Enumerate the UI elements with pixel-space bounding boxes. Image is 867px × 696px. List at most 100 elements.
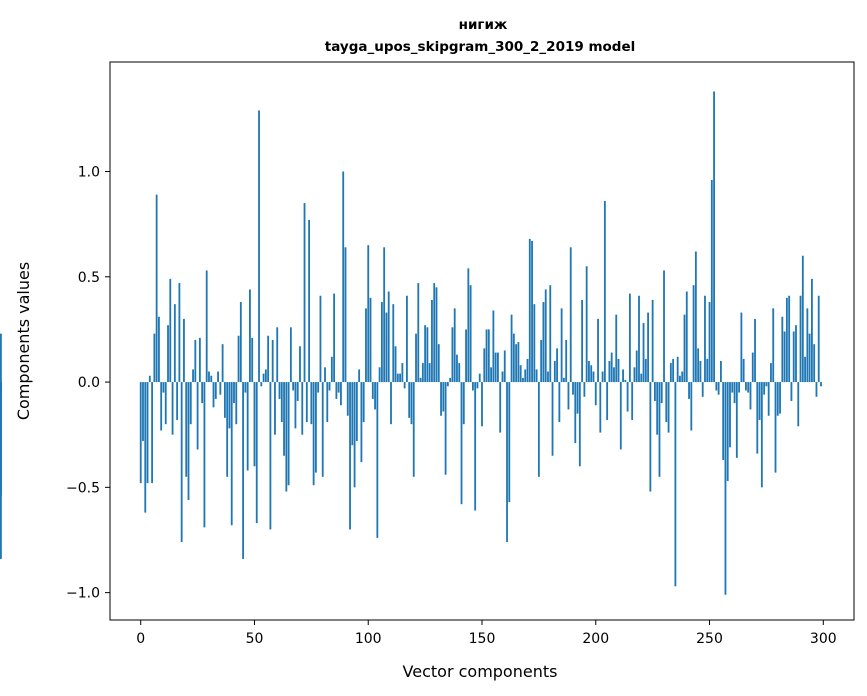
bar-95 [355,382,358,442]
bar-207 [610,352,613,383]
bar-70 [299,346,301,383]
bar-16 [176,382,179,420]
bar-74 [308,219,310,383]
bar-10 [162,382,165,393]
bar-225 [651,299,654,383]
bar-42 [235,382,238,425]
y-tick-label: −1.0 [66,586,100,602]
bar-157 [497,352,499,383]
y-tick-label: 1.0 [78,164,100,180]
bar-203 [601,371,604,383]
bar-275 [765,382,768,387]
bar-169 [524,369,527,383]
bar-9 [160,382,163,431]
bar-258 [726,382,729,482]
bar-244 [694,251,697,383]
bar-220 [640,373,643,383]
bar-128 [431,299,433,383]
bar-110 [390,382,392,425]
bar-32 [212,382,215,408]
bar-108 [385,312,388,383]
x-tick-label: 0 [136,631,145,647]
bar-53 [260,382,263,387]
bar-229 [660,382,663,404]
bar-259 [729,382,731,448]
bar-221 [642,323,645,383]
bar-14 [171,382,174,435]
bar-undefined [0,382,2,393]
x-tick-label: 300 [810,631,837,647]
bar-189 [569,247,572,383]
bar-163 [510,314,513,383]
bar-86 [335,382,338,399]
bar-251 [710,179,713,383]
bar-297 [815,382,818,397]
bar-97 [360,382,363,463]
bar-290 [799,295,802,383]
bar-85 [333,293,336,383]
bar-198 [590,365,593,383]
bar-8 [158,316,160,383]
bar-17 [178,283,181,383]
bar-202 [599,382,602,433]
bar-261 [733,382,736,404]
bar-84 [330,356,333,383]
bar-76 [312,382,315,486]
bar-205 [606,382,609,420]
bar-114 [399,373,401,383]
bar-69 [296,382,299,402]
bar-150 [481,382,483,427]
bar-71 [301,382,304,435]
bar-208 [613,367,615,383]
bar-43 [237,335,240,383]
bar-193 [578,382,581,467]
bar-24 [194,339,197,383]
bar-15 [173,304,176,383]
bar-181 [551,382,554,456]
bar-273 [760,382,763,488]
bar-5 [151,382,153,484]
bar-123 [419,377,422,383]
bar-211 [619,382,622,450]
x-axis-label: Vector components [403,662,558,681]
bar-271 [756,382,759,454]
bar-undefined [0,382,2,496]
bar-187 [565,339,568,383]
bar-25 [196,382,199,450]
bar-113 [396,373,399,383]
bar-102 [371,382,374,399]
bar-217 [633,367,636,383]
bar-206 [608,361,611,383]
bar-287 [792,331,795,383]
bar-288 [795,325,797,383]
bar-162 [508,382,511,503]
bar-89 [342,171,345,383]
bar-252 [713,91,715,383]
bar-58 [271,339,274,383]
bar-147 [474,382,477,511]
bar-55 [264,369,267,383]
bar-12 [167,325,169,383]
bar-78 [317,382,320,393]
bar-196 [585,266,588,383]
bar-90 [344,247,347,383]
bar-253 [715,382,718,391]
bar-91 [346,382,349,416]
bar-40 [230,382,233,526]
bar-47 [246,382,249,471]
bar-241 [688,382,690,399]
bar-194 [581,299,584,383]
bar-125 [424,325,427,383]
bar-144 [467,268,470,383]
bar-299 [820,382,822,387]
bar-72 [303,203,306,383]
bar-35 [219,382,222,395]
bar-148 [476,382,479,389]
bar-188 [567,382,570,410]
bar-234 [672,358,675,383]
bar-176 [540,339,543,383]
bar-167 [519,365,522,383]
bar-291 [801,255,804,383]
bar-66 [289,327,292,383]
bar-214 [626,382,629,412]
